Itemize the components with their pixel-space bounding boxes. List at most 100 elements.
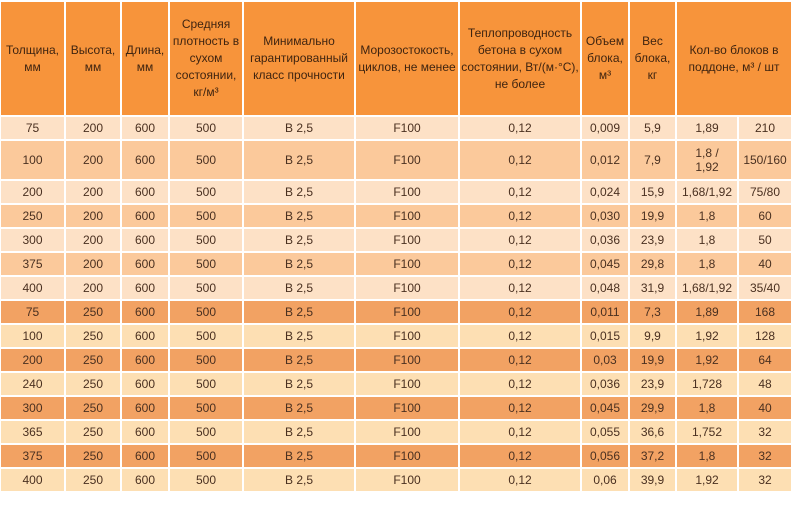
cell-density: 500: [170, 469, 242, 491]
cell-pallet-pcs: 32: [739, 445, 792, 467]
cell-weight: 23,9: [630, 373, 675, 395]
cell-pallet-m3: 1,92: [677, 469, 737, 491]
aerated-block-spec-table: Толщина, мм Высота, мм Длина, мм Средняя…: [1, 2, 792, 491]
cell-weight: 36,6: [630, 421, 675, 443]
cell-density: 500: [170, 301, 242, 323]
header-thickness: Толщина, мм: [1, 2, 64, 115]
table-row: 300 200 600 500 B 2,5 F100 0,12 0,036 23…: [1, 229, 792, 251]
cell-conductivity: 0,12: [460, 469, 580, 491]
cell-conductivity: 0,12: [460, 141, 580, 179]
cell-thickness: 100: [1, 325, 64, 347]
cell-pallet-pcs: 32: [739, 421, 792, 443]
cell-strength: B 2,5: [244, 205, 354, 227]
cell-length: 600: [122, 325, 168, 347]
cell-frost: F100: [356, 205, 458, 227]
cell-length: 600: [122, 445, 168, 467]
cell-height: 200: [66, 141, 120, 179]
cell-volume: 0,009: [582, 117, 628, 139]
cell-density: 500: [170, 277, 242, 299]
header-block-volume: Объем блока, м³: [582, 2, 628, 115]
cell-thickness: 400: [1, 469, 64, 491]
cell-density: 500: [170, 421, 242, 443]
cell-strength: B 2,5: [244, 301, 354, 323]
cell-conductivity: 0,12: [460, 117, 580, 139]
cell-conductivity: 0,12: [460, 397, 580, 419]
cell-thickness: 250: [1, 205, 64, 227]
cell-density: 500: [170, 445, 242, 467]
cell-strength: B 2,5: [244, 325, 354, 347]
cell-pallet-m3: 1,92: [677, 349, 737, 371]
table-row: 240 250 600 500 B 2,5 F100 0,12 0,036 23…: [1, 373, 792, 395]
cell-volume: 0,055: [582, 421, 628, 443]
header-length: Длина, мм: [122, 2, 168, 115]
cell-length: 600: [122, 229, 168, 251]
cell-thickness: 200: [1, 181, 64, 203]
cell-weight: 39,9: [630, 469, 675, 491]
cell-length: 600: [122, 253, 168, 275]
cell-frost: F100: [356, 253, 458, 275]
table-row: 365 250 600 500 B 2,5 F100 0,12 0,055 36…: [1, 421, 792, 443]
cell-length: 600: [122, 421, 168, 443]
cell-weight: 7,9: [630, 141, 675, 179]
cell-frost: F100: [356, 181, 458, 203]
cell-thickness: 300: [1, 229, 64, 251]
cell-pallet-m3: 1,68/1,92: [677, 181, 737, 203]
table-row: 375 250 600 500 B 2,5 F100 0,12 0,056 37…: [1, 445, 792, 467]
cell-pallet-m3: 1,68/1,92: [677, 277, 737, 299]
cell-length: 600: [122, 141, 168, 179]
cell-frost: F100: [356, 301, 458, 323]
cell-pallet-m3: 1,728: [677, 373, 737, 395]
cell-height: 250: [66, 421, 120, 443]
header-frost-resistance: Морозостокость, циклов, не менее: [356, 2, 458, 115]
cell-pallet-m3: 1,89: [677, 117, 737, 139]
cell-height: 200: [66, 229, 120, 251]
cell-volume: 0,056: [582, 445, 628, 467]
cell-frost: F100: [356, 349, 458, 371]
cell-length: 600: [122, 205, 168, 227]
cell-pallet-m3: 1,89: [677, 301, 737, 323]
cell-length: 600: [122, 181, 168, 203]
cell-volume: 0,011: [582, 301, 628, 323]
cell-conductivity: 0,12: [460, 373, 580, 395]
header-row: Толщина, мм Высота, мм Длина, мм Средняя…: [1, 2, 792, 115]
cell-thickness: 75: [1, 117, 64, 139]
table-row: 250 200 600 500 B 2,5 F100 0,12 0,030 19…: [1, 205, 792, 227]
cell-frost: F100: [356, 421, 458, 443]
cell-weight: 29,8: [630, 253, 675, 275]
cell-weight: 37,2: [630, 445, 675, 467]
cell-thickness: 400: [1, 277, 64, 299]
cell-pallet-pcs: 64: [739, 349, 792, 371]
cell-length: 600: [122, 349, 168, 371]
cell-length: 600: [122, 397, 168, 419]
table-row: 200 200 600 500 B 2,5 F100 0,12 0,024 15…: [1, 181, 792, 203]
cell-pallet-pcs: 40: [739, 253, 792, 275]
table-row: 100 200 600 500 B 2,5 F100 0,12 0,012 7,…: [1, 141, 792, 179]
cell-conductivity: 0,12: [460, 181, 580, 203]
cell-weight: 19,9: [630, 349, 675, 371]
cell-density: 500: [170, 205, 242, 227]
cell-length: 600: [122, 301, 168, 323]
cell-conductivity: 0,12: [460, 325, 580, 347]
cell-height: 250: [66, 373, 120, 395]
cell-weight: 23,9: [630, 229, 675, 251]
cell-conductivity: 0,12: [460, 205, 580, 227]
cell-strength: B 2,5: [244, 349, 354, 371]
cell-length: 600: [122, 373, 168, 395]
cell-conductivity: 0,12: [460, 421, 580, 443]
cell-pallet-pcs: 75/80: [739, 181, 792, 203]
cell-frost: F100: [356, 117, 458, 139]
cell-height: 250: [66, 301, 120, 323]
cell-strength: B 2,5: [244, 277, 354, 299]
table-row: 375 200 600 500 B 2,5 F100 0,12 0,045 29…: [1, 253, 792, 275]
cell-pallet-m3: 1,752: [677, 421, 737, 443]
cell-strength: B 2,5: [244, 397, 354, 419]
cell-thickness: 240: [1, 373, 64, 395]
header-block-weight: Вес блока, кг: [630, 2, 675, 115]
cell-volume: 0,048: [582, 277, 628, 299]
cell-conductivity: 0,12: [460, 253, 580, 275]
cell-density: 500: [170, 181, 242, 203]
cell-height: 250: [66, 469, 120, 491]
cell-pallet-pcs: 150/160: [739, 141, 792, 179]
cell-pallet-pcs: 210: [739, 117, 792, 139]
cell-pallet-pcs: 40: [739, 397, 792, 419]
